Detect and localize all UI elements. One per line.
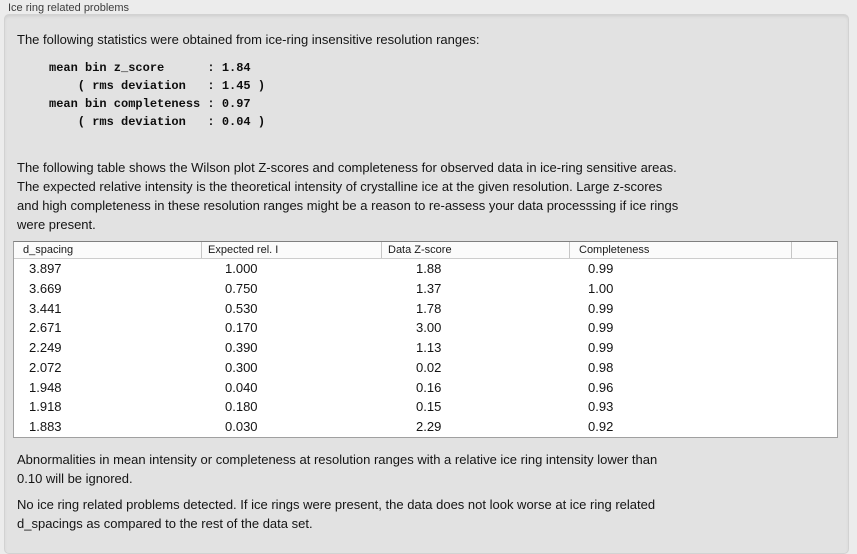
- table-cell-empty: [791, 378, 837, 398]
- table-cell: 0.530: [225, 300, 258, 316]
- stats-values-text: mean bin z_score : 1.84 ( rms deviation …: [49, 61, 266, 129]
- table-cell-empty: [791, 397, 837, 417]
- table-cell-empty: [791, 338, 837, 358]
- table-row[interactable]: 1.918 0.180 0.15 0.93: [14, 397, 837, 417]
- table-cell: 2.249: [29, 340, 62, 356]
- table-cell: 1.883: [29, 419, 62, 435]
- table-column-header[interactable]: [791, 242, 837, 258]
- table-cell: 0.750: [225, 280, 258, 296]
- table-cell: 1.88: [416, 261, 442, 276]
- table-column-header[interactable]: d_spacing: [23, 244, 74, 256]
- table-cell: 0.180: [225, 399, 258, 415]
- table-cell: 3.669: [29, 280, 62, 296]
- table-cell: 1.00: [588, 280, 614, 296]
- table-cell: 2.072: [29, 359, 62, 375]
- table-cell: 0.300: [225, 359, 258, 375]
- ice-ring-group-box: The following statistics were obtained f…: [4, 14, 849, 554]
- table-cell: 0.170: [225, 320, 258, 336]
- table-cell: 0.99: [588, 340, 614, 356]
- table-row[interactable]: 3.669 0.750 1.37 1.00: [14, 279, 837, 299]
- conclusion-text: No ice ring related problems detected. I…: [17, 497, 656, 531]
- table-cell: 0.390: [225, 340, 258, 356]
- table-row[interactable]: 1.948 0.040 0.16 0.96: [14, 378, 837, 398]
- table-cell: 2.29: [416, 419, 442, 435]
- table-row[interactable]: 2.671 0.170 3.00 0.99: [14, 318, 837, 338]
- table-cell: 0.99: [588, 320, 614, 336]
- table-cell: 0.93: [588, 399, 614, 415]
- table-row[interactable]: 1.883 0.030 2.29 0.92: [14, 417, 837, 437]
- table-column-header[interactable]: Expected rel. I: [201, 242, 381, 258]
- table-cell-empty: [791, 259, 837, 279]
- table-cell: 0.040: [225, 379, 258, 395]
- table-row[interactable]: 3.897 1.000 1.88 0.99: [14, 259, 837, 279]
- table-cell: 1.37: [416, 280, 442, 296]
- table-row[interactable]: 2.249 0.390 1.13 0.99: [14, 338, 837, 358]
- table-cell: 3.441: [29, 300, 62, 316]
- table-cell: 1.13: [416, 340, 442, 356]
- table-body: 3.897 1.000 1.88 0.99 3.669 0.750 1.37 1.00 3.44…: [14, 259, 837, 437]
- table-cell: 1.000: [225, 261, 258, 276]
- table-row[interactable]: 2.072 0.300 0.02 0.98: [14, 358, 837, 378]
- table-cell: 0.92: [588, 419, 614, 435]
- table-header-row: d_spacing Expected rel. I Data Z-score Comp…: [14, 242, 837, 259]
- table-cell: 0.99: [588, 300, 614, 316]
- table-cell: 1.78: [416, 300, 442, 316]
- table-cell: 3.897: [29, 261, 62, 276]
- table-cell-empty: [791, 318, 837, 338]
- table-cell: 2.671: [29, 320, 62, 336]
- table-cell: 0.15: [416, 399, 442, 415]
- table-cell-empty: [791, 417, 837, 437]
- table-cell: 0.96: [588, 379, 614, 395]
- ice-ring-table: d_spacing Expected rel. I Data Z-score Comp…: [13, 241, 838, 438]
- table-row[interactable]: 3.441 0.530 1.78 0.99: [14, 299, 837, 319]
- table-intro-text: The following table shows the Wilson plo…: [17, 160, 679, 232]
- table-cell-empty: [791, 299, 837, 319]
- table-cell-empty: [791, 279, 837, 299]
- table-cell: 0.16: [416, 379, 442, 395]
- table-cell-empty: [791, 358, 837, 378]
- table-cell: 0.030: [225, 419, 258, 435]
- table-column-header[interactable]: Data Z-score: [381, 242, 569, 258]
- table-cell: 1.918: [29, 399, 62, 415]
- table-column-header[interactable]: Completeness: [569, 242, 791, 258]
- table-cell: 0.02: [416, 359, 442, 375]
- stats-intro-text: The following statistics were obtained f…: [17, 32, 480, 47]
- table-cell: 0.98: [588, 359, 614, 375]
- ignore-note-text: Abnormalities in mean intensity or compl…: [17, 452, 658, 486]
- table-cell: 3.00: [416, 320, 442, 336]
- group-box-label: Ice ring related problems: [8, 2, 130, 14]
- table-cell: 0.99: [588, 261, 614, 276]
- table-cell: 1.948: [29, 379, 62, 395]
